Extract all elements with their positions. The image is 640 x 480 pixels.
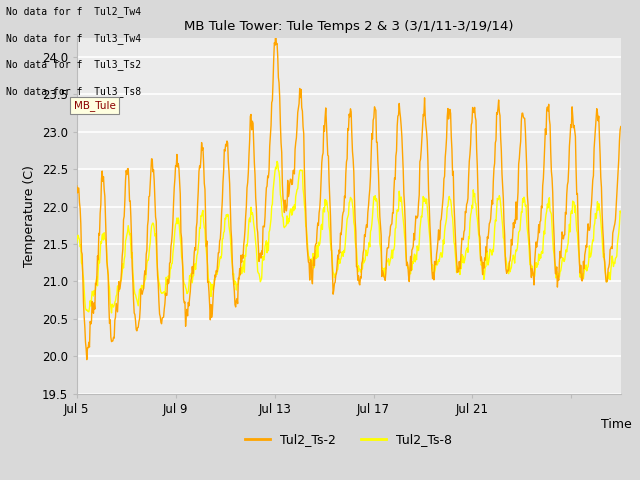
Text: No data for f  Tul3_Ts8: No data for f Tul3_Ts8 xyxy=(6,85,141,96)
Tul2_Ts-2 xyxy=(272,28,280,34)
Text: MB_Tule: MB_Tule xyxy=(74,100,115,111)
Tul2_Ts-8 xyxy=(136,287,143,293)
Text: No data for f  Tul2_Tw4: No data for f Tul2_Tw4 xyxy=(6,6,141,17)
Text: No data for f  Tul3_Ts2: No data for f Tul3_Ts2 xyxy=(6,59,141,70)
Tul2_Ts-2 xyxy=(147,167,155,173)
Tul2_Ts-2 xyxy=(490,165,498,171)
Tul2_Ts-2 xyxy=(356,282,364,288)
Tul2_Ts-8 xyxy=(73,240,81,246)
Line: Tul2_Ts-8: Tul2_Ts-8 xyxy=(77,161,621,313)
Tul2_Ts-2 xyxy=(184,313,191,319)
Line: Tul2_Ts-2: Tul2_Ts-2 xyxy=(77,31,621,360)
Tul2_Ts-2 xyxy=(136,316,143,322)
Tul2_Ts-8 xyxy=(402,252,410,257)
Legend: Tul2_Ts-2, Tul2_Ts-8: Tul2_Ts-2, Tul2_Ts-8 xyxy=(241,428,457,451)
Tul2_Ts-8 xyxy=(273,158,281,164)
Tul2_Ts-2 xyxy=(617,124,625,130)
Tul2_Ts-2 xyxy=(73,183,81,189)
Tul2_Ts-8 xyxy=(490,239,498,245)
Tul2_Ts-8 xyxy=(184,290,191,296)
Tul2_Ts-8 xyxy=(147,229,155,235)
Tul2_Ts-2 xyxy=(83,357,91,362)
Tul2_Ts-2 xyxy=(402,244,410,250)
Title: MB Tule Tower: Tule Temps 2 & 3 (3/1/11-3/19/14): MB Tule Tower: Tule Temps 2 & 3 (3/1/11-… xyxy=(184,20,513,33)
Y-axis label: Temperature (C): Temperature (C) xyxy=(23,165,36,267)
Text: No data for f  Tul3_Tw4: No data for f Tul3_Tw4 xyxy=(6,33,141,44)
Tul2_Ts-8 xyxy=(356,266,364,272)
Tul2_Ts-8 xyxy=(617,209,625,215)
X-axis label: Time: Time xyxy=(601,419,632,432)
Tul2_Ts-8 xyxy=(108,310,115,316)
